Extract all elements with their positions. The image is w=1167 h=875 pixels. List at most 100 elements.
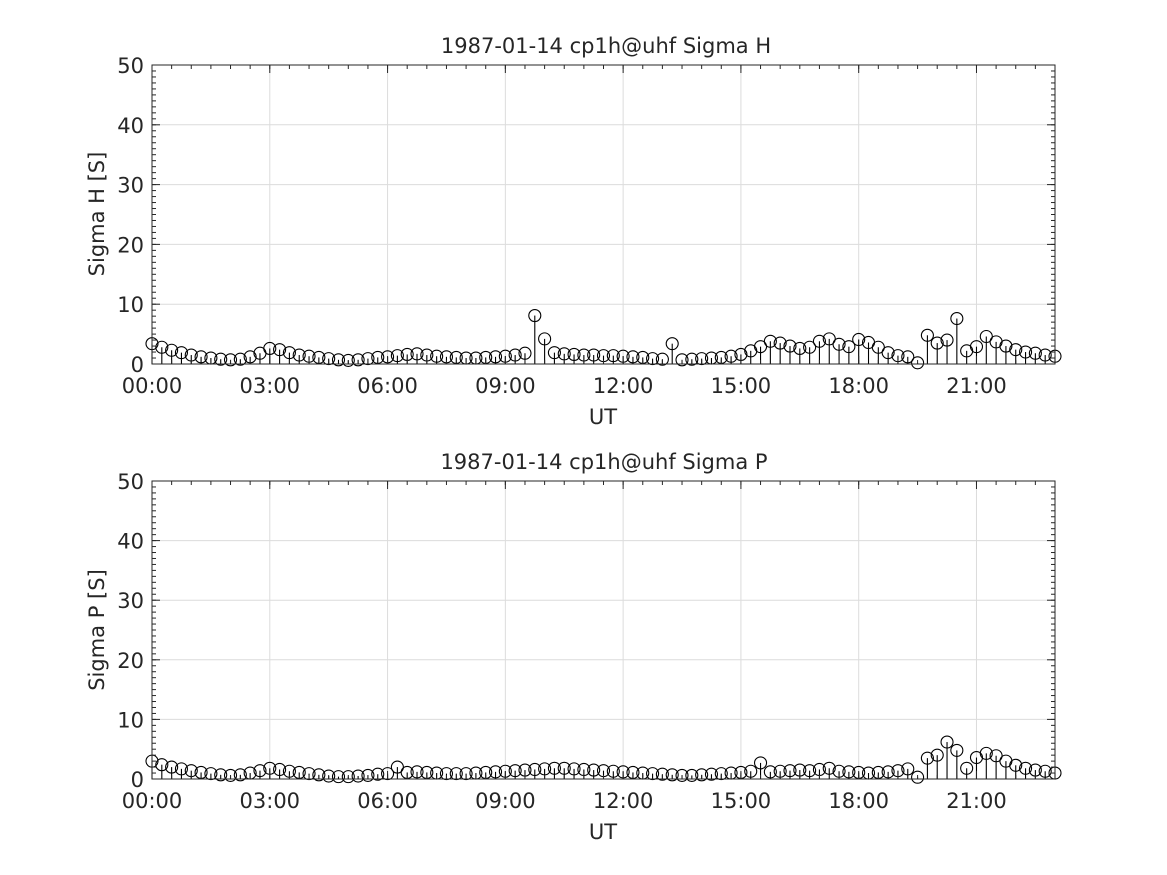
sigma-h-title: 1987-01-14 cp1h@uhf Sigma H [441,34,771,58]
sigma-p-data-point [449,767,463,781]
sigma-h-y-tick-label: 30 [117,174,144,198]
sigma-h-data-point [655,352,669,366]
sigma-p-data-point [685,768,699,782]
sigma-p-data-point [783,764,797,778]
sigma-p-data-point [626,765,640,779]
sigma-h-y-tick-label: 50 [117,54,144,78]
sigma-h-data-point [528,309,542,323]
sigma-h-data-point [842,340,856,354]
sigma-h-data-point [538,332,552,346]
sigma-h-x-tick-label: 06:00 [357,374,418,398]
sigma-h-data-point [361,352,375,366]
sigma-p-data-point [273,762,287,777]
sigma-p-y-tick-labels: 0 10 20 30 40 50 [117,470,144,792]
sigma-p-data-point [194,765,208,779]
sigma-h-data-point [626,350,640,364]
sigma-h-y-tick-labels: 0 10 20 30 40 50 [117,54,144,377]
sigma-h-data-point [557,347,571,361]
sigma-p-data-point [1019,761,1033,775]
sigma-h-data-point [292,348,306,362]
sigma-h-minor-ticks [151,64,1056,365]
sigma-h-data-point [587,348,601,362]
sigma-h-x-tick-label: 21:00 [946,374,1007,398]
sigma-p-minor-ticks [151,480,1056,780]
sigma-h-data-point [832,337,846,351]
sigma-p-data-point [214,768,228,782]
sigma-p-data-point [930,748,944,762]
sigma-p-x-tick-labels: 00:00 03:00 06:00 09:00 12:00 15:00 18:00 21:00 [122,789,1007,813]
sigma-p-data-point [979,746,993,760]
sigma-p-x-tick-label: 09:00 [475,789,536,813]
sigma-h-y-axis-label: Sigma H [S] [85,152,109,277]
sigma-h-x-tick-labels: 00:00 03:00 06:00 09:00 12:00 15:00 18:00 21:00 [122,374,1007,398]
sigma-p-data-point [381,767,395,781]
sigma-p-data-point [312,768,326,782]
sigma-p-data-point [390,760,404,774]
sigma-h-data-point [263,341,277,356]
sigma-h-y-tick-label: 20 [117,233,144,257]
sigma-p-data-point [763,765,777,779]
sigma-h-data-point [822,332,836,346]
sigma-p-data-point [646,767,660,781]
sigma-p-data-point [822,761,836,775]
sigma-p-data-point [606,764,620,778]
sigma-p-data-point [508,764,522,778]
sigma-p-data-point [204,767,218,781]
sigma-h-data-point [950,312,964,326]
sigma-h-data-point [322,352,336,366]
sigma-p-y-tick-label: 50 [117,470,144,494]
sigma-p-data-point [744,764,758,778]
sigma-h-data-point [773,336,787,350]
sigma-p-y-tick-label: 20 [117,649,144,673]
sigma-h-data-point [351,353,365,367]
sigma-p-x-tick-label: 21:00 [946,789,1007,813]
sigma-p-data-point [753,756,768,770]
sigma-h-data-point [371,350,385,364]
sigma-h-data-point [312,350,326,364]
sigma-p-y-axis-label: Sigma P [S] [85,569,109,691]
sigma-p-y-tick-label: 10 [117,708,144,732]
sigma-h-data-point [940,333,954,347]
sigma-p-data-point [371,767,385,781]
sigma-p-data-point [655,767,669,781]
sigma-p-y-tick-label: 30 [117,589,144,613]
sigma-h-data-point [812,334,826,348]
sigma-h-data-point [1028,346,1042,360]
sigma-h-data-point [410,347,424,361]
sigma-p-data-point [803,764,817,778]
sigma-p-data-point [538,762,552,776]
sigma-h-data-point [979,329,993,344]
sigma-p-data-point [439,767,454,781]
sigma-p-data-point [1038,764,1052,778]
sigma-p-data-point [165,760,179,774]
sigma-p-x-tick-label: 06:00 [357,789,418,813]
sigma-p-data-point [881,765,895,779]
sigma-h-data-point [390,349,404,363]
sigma-p-data-point [351,769,365,783]
sigma-p-data-point [341,770,355,784]
sigma-h-data-point [685,352,699,366]
sigma-h-x-tick-label: 00:00 [122,374,183,398]
sigma-p-y-tick-label: 0 [131,768,144,792]
sigma-p-data-point [587,763,601,777]
sigma-h-data-point [567,347,581,361]
sigma-p-data-point [253,764,267,778]
sigma-p-data-point [675,768,689,782]
sigma-p-data-point [960,761,974,775]
sigma-p-data-point [223,768,238,782]
sigma-p-data-point [233,768,247,782]
sigma-h-data-point [852,332,866,347]
sigma-p-x-tick-label: 00:00 [122,789,183,813]
sigma-h-data-point [665,337,679,351]
sigma-h-data-point [871,340,885,354]
sigma-h-x-tick-label: 03:00 [240,374,301,398]
sigma-h-data-point [930,336,944,350]
sigma-p-stems [151,742,1056,779]
sigma-h-data-point [783,339,797,353]
sigma-h-data-point [920,328,934,342]
sigma-p-title: 1987-01-14 cp1h@uhf Sigma P [440,450,767,474]
sigma-h-data-point [214,352,228,366]
sigma-h-data-point [1019,345,1033,359]
